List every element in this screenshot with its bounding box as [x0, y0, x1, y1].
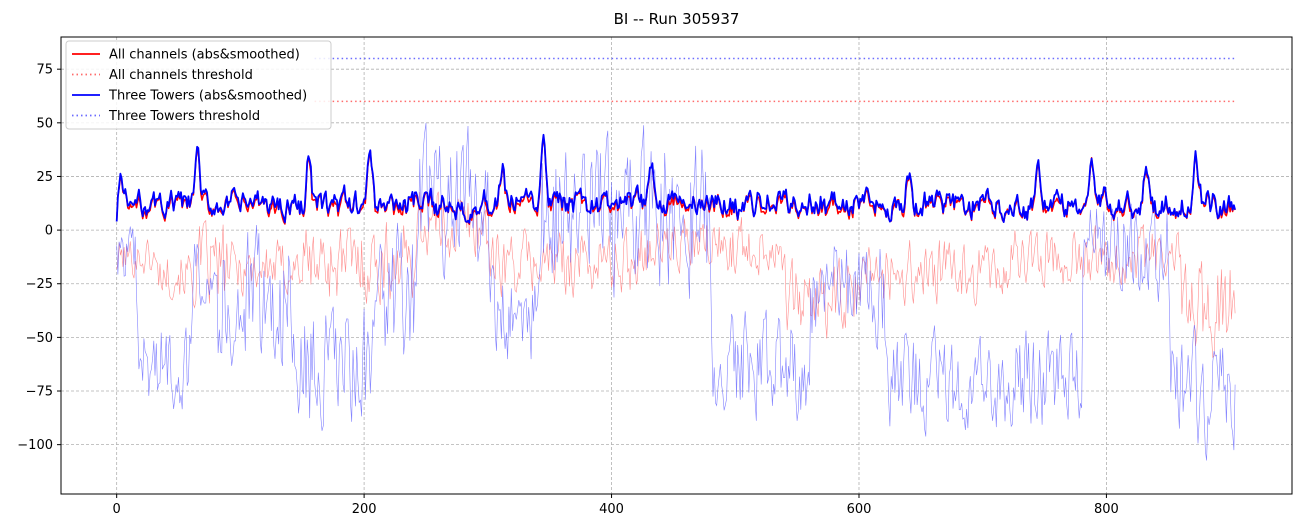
raw-series-line: [116, 191, 1236, 359]
x-tick-label: 400: [599, 502, 624, 517]
axis-ticks: 0 200 400 600 800 75 50 25 0 −25 −50 −75 −100: [17, 63, 1119, 517]
y-tick-label: 0: [45, 224, 53, 239]
chart-title: BI -- Run 305937: [614, 10, 740, 28]
x-tick-label: 800: [1094, 502, 1119, 517]
legend-label: Three Towers (abs&smoothed): [108, 89, 307, 104]
y-tick-label: −25: [26, 277, 53, 292]
legend: All channels (abs&smoothed) All channels …: [65, 40, 332, 130]
smoothed-series-line: [115, 133, 1236, 224]
x-tick-label: 200: [352, 502, 377, 517]
plot-frame: [60, 36, 1293, 495]
legend-label: Three Towers threshold: [108, 109, 260, 124]
raw-series-line: [116, 123, 1236, 461]
y-tick-label: −75: [26, 385, 53, 400]
legend-label: All channels (abs&smoothed): [109, 48, 300, 63]
legend-box: [65, 40, 332, 130]
y-tick-label: −50: [26, 331, 53, 346]
legend-label: All channels threshold: [109, 68, 253, 83]
y-tick-label: 25: [36, 170, 53, 185]
y-tick-label: 50: [36, 116, 53, 131]
threshold-layer: [314, 57, 1237, 103]
smoothed-series-layer: [115, 133, 1236, 226]
y-tick-label: 75: [36, 63, 53, 78]
x-tick-label: 0: [113, 502, 121, 517]
x-tick-label: 600: [847, 502, 872, 517]
raw-series-layer: [116, 123, 1236, 461]
y-tick-label: −100: [17, 438, 53, 453]
